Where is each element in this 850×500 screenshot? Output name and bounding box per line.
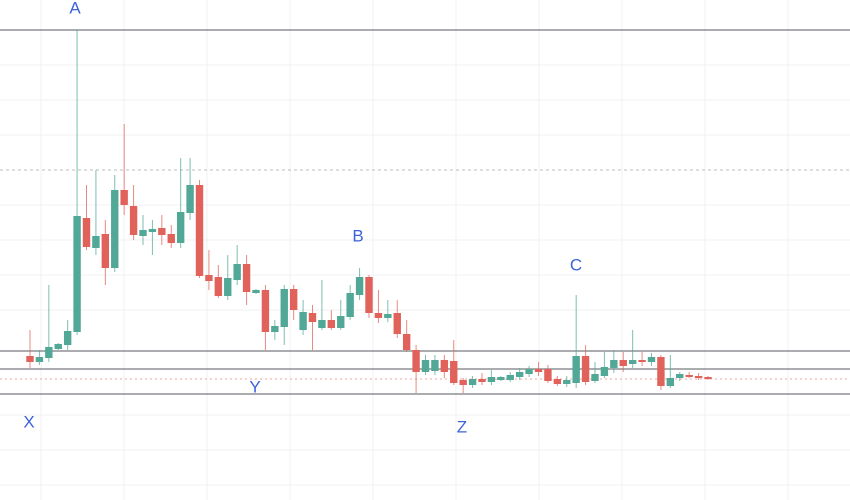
candle-body [45,347,53,358]
candle-body [676,374,684,378]
candle-body [628,360,637,364]
candle-body [638,360,646,362]
candle-body [101,234,110,268]
annotation-label: X [23,412,34,431]
candle-body [308,313,317,322]
candle-body [82,218,91,247]
annotation-label: C [570,255,582,274]
candle-body [261,290,270,332]
candle-body [289,289,298,310]
candle-body [233,264,241,280]
candle-body [299,312,307,330]
candle-body [497,377,505,380]
candle-body [478,379,486,382]
candle-body [384,314,392,318]
candle-body [421,360,430,372]
candle-body [506,375,514,380]
candle-body [129,206,138,235]
candle-body [374,313,383,318]
candle-body [459,380,467,385]
candle-body [205,275,213,281]
candle-body [148,229,157,232]
candle-body [666,378,675,386]
candle-body [167,234,175,243]
candle-body [534,369,543,372]
candle-body [581,356,590,382]
candle-body [346,293,354,317]
candle-body [186,185,194,213]
candle-body [195,185,204,276]
candle-body [26,356,34,362]
candle-body [402,334,411,350]
candle-body [271,326,279,332]
candle-body [704,377,712,379]
candle-body [450,361,458,383]
candle-body [515,372,524,377]
candle-body [600,367,609,376]
candle-body [355,277,364,295]
candle-body [685,375,693,377]
candle-body [280,289,288,327]
candle-body [657,357,665,386]
candle-body [610,360,618,368]
candle-body [242,264,251,292]
candle-body [572,356,580,383]
candle-body [92,236,100,248]
candle-body [337,316,345,328]
candle-body [158,228,166,235]
candle-body [393,313,401,334]
candle-body [440,360,449,372]
candle-body [318,320,326,328]
candle-body [553,379,562,384]
annotation-label: Z [457,417,467,436]
candle-body [214,277,223,296]
candle-body [431,360,439,371]
candle-body [73,216,81,332]
candle-body [252,290,260,293]
candle-body [694,376,703,378]
candle-body [468,379,477,385]
candle-body [224,278,232,296]
candle-body [35,357,44,362]
candle-body [591,374,599,381]
annotation-label: B [352,226,363,245]
annotation-label: A [69,0,81,17]
candle-body [139,230,147,236]
candle-body [54,344,62,349]
candle-body [544,369,552,381]
candle-body [176,212,185,243]
candle-body [63,331,72,345]
annotation-label: Y [249,377,260,396]
candle-body [619,360,627,366]
candle-body [563,380,571,384]
candle-body [327,320,336,328]
candle-body [120,190,128,205]
candle-body [487,377,496,382]
candle-body [647,357,656,362]
candle-body [365,277,373,313]
candle-body [412,350,420,372]
candle-body [525,369,533,374]
candle-body [111,190,119,268]
